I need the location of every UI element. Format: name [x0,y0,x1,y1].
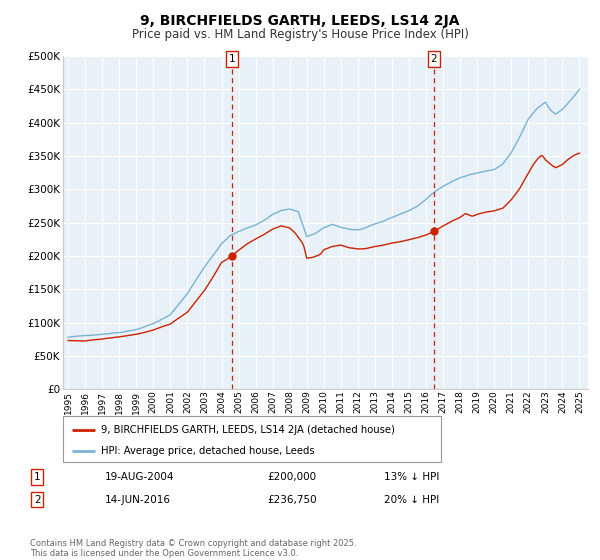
Text: Price paid vs. HM Land Registry's House Price Index (HPI): Price paid vs. HM Land Registry's House … [131,28,469,41]
Text: 2: 2 [34,494,41,505]
Text: 19-AUG-2004: 19-AUG-2004 [105,472,175,482]
Text: HPI: Average price, detached house, Leeds: HPI: Average price, detached house, Leed… [101,446,314,455]
Text: 9, BIRCHFIELDS GARTH, LEEDS, LS14 2JA (detached house): 9, BIRCHFIELDS GARTH, LEEDS, LS14 2JA (d… [101,425,395,435]
Text: 9, BIRCHFIELDS GARTH, LEEDS, LS14 2JA: 9, BIRCHFIELDS GARTH, LEEDS, LS14 2JA [140,14,460,28]
FancyBboxPatch shape [63,416,441,462]
Text: 13% ↓ HPI: 13% ↓ HPI [384,472,439,482]
Text: 20% ↓ HPI: 20% ↓ HPI [384,494,439,505]
Text: 1: 1 [229,54,236,64]
Text: £236,750: £236,750 [267,494,317,505]
Text: 2: 2 [430,54,437,64]
Text: 14-JUN-2016: 14-JUN-2016 [105,494,171,505]
Text: 1: 1 [34,472,41,482]
Text: Contains HM Land Registry data © Crown copyright and database right 2025.
This d: Contains HM Land Registry data © Crown c… [30,539,356,558]
Text: £200,000: £200,000 [267,472,316,482]
